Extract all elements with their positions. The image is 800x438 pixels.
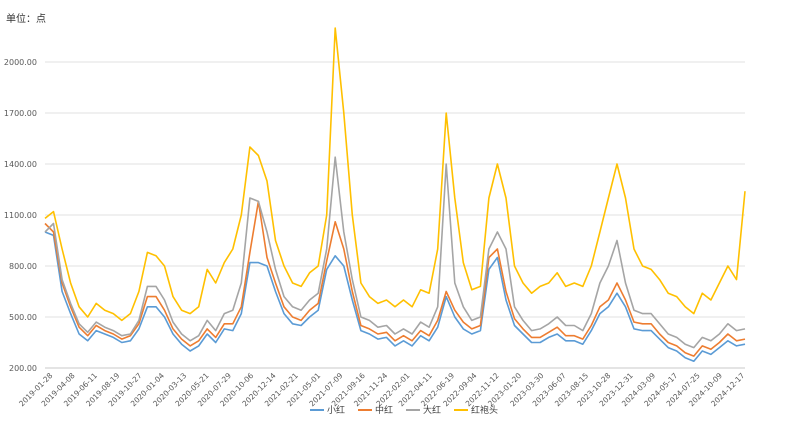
y-tick-label: 2000.00 bbox=[4, 58, 37, 67]
y-tick-label: 1400.00 bbox=[4, 160, 37, 169]
legend-label: 大红 bbox=[423, 404, 441, 416]
y-tick-label: 800.00 bbox=[9, 262, 37, 271]
y-tick-label: 1100.00 bbox=[4, 211, 37, 220]
series-line-0 bbox=[44, 231, 746, 362]
series-line-2 bbox=[44, 156, 746, 349]
x-axis: 2019-01-282019-04-082019-06-112019-08-19… bbox=[17, 371, 746, 408]
plot-area bbox=[44, 27, 746, 362]
legend-label: 小红 bbox=[327, 404, 345, 416]
legend-label: 中红 bbox=[375, 404, 393, 416]
y-tick-label: 1700.00 bbox=[4, 109, 37, 118]
legend: 小红 中红 大红 红袍头 bbox=[310, 404, 498, 416]
series-line-3 bbox=[44, 27, 746, 322]
y-tick-label: 200.00 bbox=[9, 364, 37, 373]
grid-lines bbox=[45, 61, 745, 369]
unit-label: 单位：点 bbox=[6, 14, 46, 25]
legend-label: 红袍头 bbox=[471, 404, 498, 416]
y-tick-label: 500.00 bbox=[9, 313, 37, 322]
series-line-1 bbox=[44, 200, 746, 357]
y-axis: 200.00 500.00 800.00 1100.00 1400.00 1700.00 2… bbox=[4, 58, 745, 373]
